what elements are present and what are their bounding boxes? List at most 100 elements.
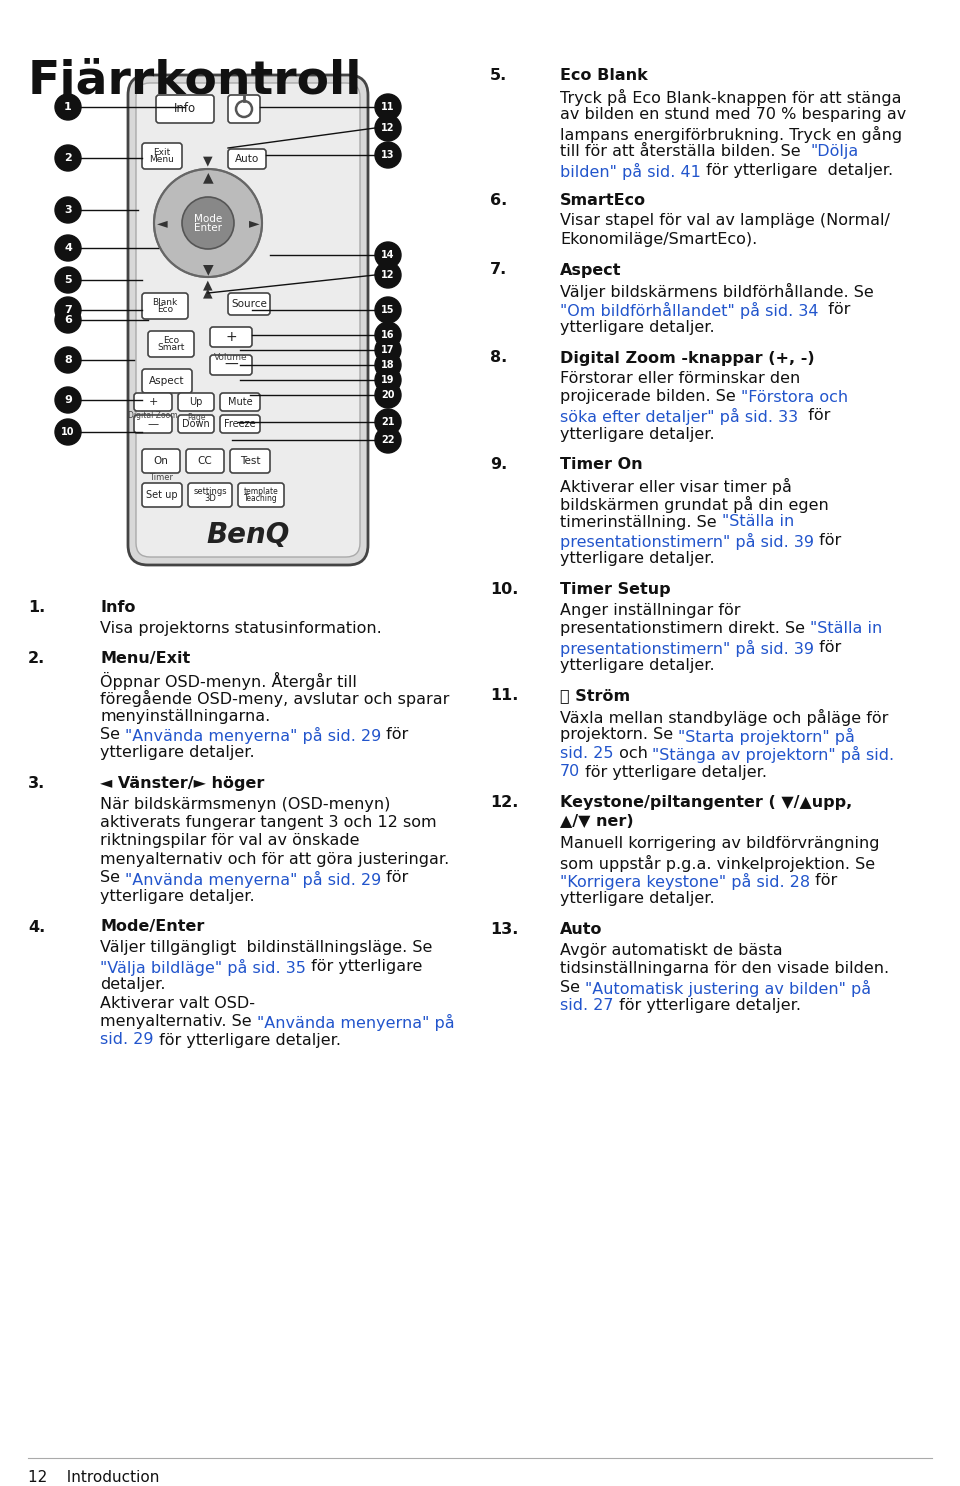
Text: Menu: Menu [150, 156, 175, 165]
FancyBboxPatch shape [136, 83, 360, 557]
Circle shape [154, 169, 262, 276]
Circle shape [375, 297, 401, 322]
Text: för: för [381, 871, 409, 886]
Text: —: — [148, 419, 158, 429]
Text: Avgör automatiskt de bästa: Avgör automatiskt de bästa [560, 942, 782, 957]
FancyBboxPatch shape [210, 355, 252, 374]
Text: 2: 2 [64, 153, 72, 163]
Text: "Välja bildläge" på sid. 35: "Välja bildläge" på sid. 35 [100, 958, 306, 975]
Text: 10.: 10. [490, 583, 518, 597]
Text: Öppnar OSD-menyn. Återgår till: Öppnar OSD-menyn. Återgår till [100, 672, 357, 690]
Text: Väljer bildskärmens bildförhållande. Se: Väljer bildskärmens bildförhållande. Se [560, 282, 874, 300]
Text: Digital Zoom: Digital Zoom [129, 410, 178, 419]
Text: Förstorar eller förminskar den: Förstorar eller förminskar den [560, 372, 801, 386]
Text: "Ställa in: "Ställa in [810, 621, 882, 636]
Text: Info: Info [174, 103, 196, 116]
Circle shape [55, 386, 81, 413]
Text: 5.: 5. [490, 68, 507, 83]
Text: till för att återställa bilden. Se: till för att återställa bilden. Se [560, 144, 811, 159]
Text: Down: Down [182, 419, 210, 429]
Text: 4: 4 [64, 244, 72, 253]
FancyBboxPatch shape [228, 293, 270, 315]
Text: Smart: Smart [157, 343, 184, 352]
Text: Växla mellan standbyläge och påläge för: Växla mellan standbyläge och påläge för [560, 709, 888, 727]
Text: för ytterligare  detaljer.: för ytterligare detaljer. [701, 162, 893, 177]
Text: Visar stapel för val av lampläge (Normal/: Visar stapel för val av lampläge (Normal… [560, 214, 890, 229]
Text: Keystone/piltangenter ( ▼/▲upp,: Keystone/piltangenter ( ▼/▲upp, [560, 795, 852, 810]
Text: söka efter detaljer" på sid. 33: söka efter detaljer" på sid. 33 [560, 409, 798, 425]
Text: 13.: 13. [490, 921, 518, 938]
Text: 20: 20 [381, 389, 395, 400]
Text: som uppstår p.g.a. vinkelprojektion. Se: som uppstår p.g.a. vinkelprojektion. Se [560, 854, 876, 871]
Text: Auto: Auto [235, 155, 259, 163]
Text: "Ställa in: "Ställa in [722, 514, 794, 529]
FancyBboxPatch shape [230, 449, 270, 473]
Text: Fjärrkontroll: Fjärrkontroll [28, 58, 363, 104]
Text: Mute: Mute [228, 397, 252, 407]
FancyBboxPatch shape [238, 483, 284, 507]
FancyBboxPatch shape [156, 95, 214, 123]
Text: ▲: ▲ [204, 278, 213, 291]
Text: 12    Introduction: 12 Introduction [28, 1470, 159, 1485]
Text: ▲: ▲ [203, 169, 213, 184]
Text: "Använda menyerna" på sid. 29: "Använda menyerna" på sid. 29 [125, 871, 381, 887]
Text: Exit: Exit [154, 147, 171, 156]
Text: ytterligare detaljer.: ytterligare detaljer. [560, 426, 714, 441]
Text: ytterligare detaljer.: ytterligare detaljer. [560, 658, 714, 673]
Text: för: för [381, 727, 409, 742]
Circle shape [375, 382, 401, 409]
FancyBboxPatch shape [142, 293, 188, 319]
Text: detaljer.: detaljer. [100, 976, 165, 993]
Text: BenQ: BenQ [206, 522, 290, 548]
Text: 7.: 7. [490, 263, 507, 278]
FancyBboxPatch shape [228, 95, 260, 123]
Text: Freeze: Freeze [225, 419, 255, 429]
Text: timerinställning. Se: timerinställning. Se [560, 514, 722, 529]
FancyBboxPatch shape [142, 143, 182, 169]
Text: 8: 8 [64, 355, 72, 366]
Text: "Korrigera keystone" på sid. 28: "Korrigera keystone" på sid. 28 [560, 872, 810, 890]
Text: för: för [814, 639, 841, 654]
Text: 21: 21 [381, 418, 395, 426]
Text: "Förstora och: "Förstora och [741, 389, 848, 404]
Text: 9: 9 [64, 395, 72, 406]
Text: för ytterligare detaljer.: för ytterligare detaljer. [613, 999, 801, 1013]
Text: 1.: 1. [28, 600, 45, 615]
Text: +: + [226, 330, 237, 343]
Text: —: — [224, 358, 238, 372]
Text: ytterligare detaljer.: ytterligare detaljer. [560, 892, 714, 906]
FancyBboxPatch shape [220, 415, 260, 432]
Text: ▼: ▼ [204, 155, 213, 168]
Text: 7: 7 [64, 305, 72, 315]
Circle shape [375, 322, 401, 348]
Text: sid. 25: sid. 25 [560, 746, 613, 761]
FancyBboxPatch shape [186, 449, 224, 473]
Text: "Stänga av projektorn" på sid.: "Stänga av projektorn" på sid. [653, 746, 895, 762]
Text: Mode: Mode [194, 214, 222, 224]
Text: Blank: Blank [153, 297, 178, 306]
Text: 13: 13 [381, 150, 395, 160]
Circle shape [375, 114, 401, 141]
Text: 8.: 8. [490, 351, 507, 366]
Text: 16: 16 [381, 330, 395, 340]
Text: ytterligare detaljer.: ytterligare detaljer. [560, 551, 714, 566]
Text: 17: 17 [381, 345, 395, 355]
Text: Aspect: Aspect [149, 376, 184, 386]
Text: +: + [148, 397, 157, 407]
FancyBboxPatch shape [210, 327, 252, 348]
FancyBboxPatch shape [134, 392, 172, 412]
Text: Eco: Eco [163, 336, 180, 345]
Circle shape [55, 94, 81, 120]
FancyBboxPatch shape [220, 392, 260, 412]
Text: Aktiverar valt OSD-: Aktiverar valt OSD- [100, 996, 255, 1010]
Text: 11: 11 [381, 103, 395, 111]
Text: ytterligare detaljer.: ytterligare detaljer. [100, 746, 254, 761]
Text: för ytterligare detaljer.: för ytterligare detaljer. [154, 1033, 341, 1048]
Text: presentationstimern" på sid. 39: presentationstimern" på sid. 39 [560, 533, 814, 550]
Text: 3: 3 [64, 205, 72, 215]
Text: 2.: 2. [28, 651, 45, 666]
Text: Väljer tillgängligt  bildinställningsläge. Se: Väljer tillgängligt bildinställningsläge… [100, 941, 432, 955]
Text: Eco Blank: Eco Blank [560, 68, 648, 83]
Text: Auto: Auto [560, 921, 603, 938]
Text: för: för [819, 302, 851, 317]
